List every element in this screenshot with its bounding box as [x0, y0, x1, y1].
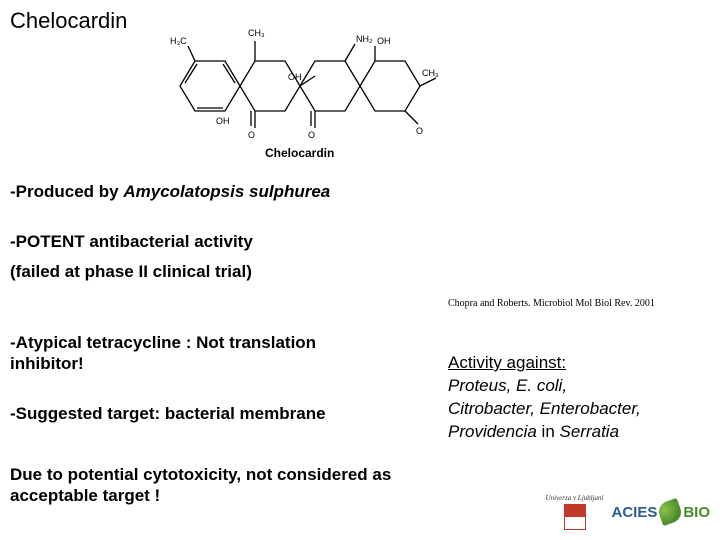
activity-l3b: in: [537, 422, 560, 441]
acies-text: ACIES: [611, 504, 657, 521]
svg-text:H₃C: H₃C: [170, 36, 187, 46]
citation-text: Chopra and Roberts. Microbiol Mol Biol R…: [448, 298, 655, 309]
leaf-icon: [656, 498, 684, 526]
shield-icon: [564, 504, 586, 530]
activity-l3a: Providencia: [448, 422, 537, 441]
activity-line1: Proteus, E. coli,: [448, 376, 567, 395]
svg-text:CH₃: CH₃: [248, 28, 265, 38]
bullet-failed: (failed at phase II clinical trial): [10, 262, 252, 282]
svg-text:O: O: [416, 126, 423, 136]
activity-l3c: Serratia: [560, 422, 620, 441]
bio-text: BIO: [683, 504, 710, 521]
activity-box: Activity against: Proteus, E. coli, Citr…: [448, 352, 708, 444]
italic-text: Amycolatopsis sulphurea: [123, 182, 330, 201]
bullet-suggested: -Suggested target: bacterial membrane: [10, 404, 326, 424]
university-logo: Univerza v Ljubljani: [546, 494, 604, 530]
bullet-produced: -Produced by Amycolatopsis sulphurea: [10, 182, 330, 202]
text: -Produced by: [10, 182, 123, 201]
bullet-cyto: Due to potential cytotoxicity, not consi…: [10, 464, 410, 507]
acies-logo: ACIES BIO: [611, 501, 710, 523]
bullet-potent: -POTENT antibacterial activity: [10, 232, 253, 252]
university-name: Univerza v Ljubljani: [546, 494, 604, 502]
svg-text:NH₂: NH₂: [356, 34, 373, 44]
logo-area: Univerza v Ljubljani ACIES BIO: [546, 494, 710, 530]
activity-header: Activity against:: [448, 353, 566, 372]
activity-line2: Citrobacter, Enterobacter,: [448, 399, 641, 418]
svg-text:OH: OH: [216, 116, 230, 126]
svg-text:OH: OH: [288, 72, 302, 82]
svg-text:OH: OH: [377, 36, 391, 46]
bullet-atypical: -Atypical tetracycline : Not translation…: [10, 332, 390, 375]
svg-text:O: O: [308, 130, 315, 140]
page-title: Chelocardin: [10, 8, 127, 34]
molecule-label: Chelocardin: [265, 146, 334, 160]
svg-text:CH₃: CH₃: [422, 68, 439, 78]
svg-text:O: O: [248, 130, 255, 140]
molecule-structure: H₃C CH₃ NH₂ OH OH O O OH O CH₃: [160, 6, 440, 156]
